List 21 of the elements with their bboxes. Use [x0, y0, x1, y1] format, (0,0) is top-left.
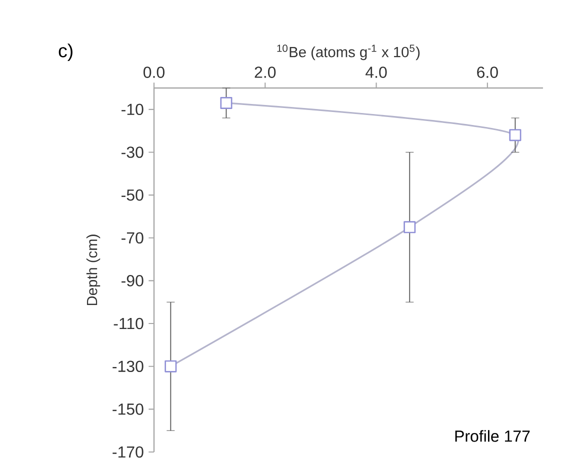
text: c) [58, 44, 72, 62]
y-tick-label: -90 [122, 275, 144, 286]
x-tick-label: 0.0 [144, 66, 165, 78]
y-tick-label: -50 [122, 189, 144, 201]
y-tick-label: -30 [122, 146, 144, 158]
x-tick-label: 6.0 [477, 66, 498, 78]
point [164, 360, 177, 372]
y-tick-label: -170 [112, 446, 144, 458]
point [509, 129, 522, 142]
x-axis-title: $^{10}$Be (atoms g$^{-1}$ x 10$^{5}$) [277, 44, 420, 60]
x-tick-label: 2.0 [254, 66, 276, 78]
point [220, 96, 232, 109]
y-tick-label: -150 [112, 404, 144, 415]
y-tick-label: -110 [114, 318, 144, 330]
y-axis-title: Depth (cm) [86, 234, 100, 306]
y-tick-label: -10 [122, 104, 144, 116]
annotation: Profile 177 [455, 430, 530, 442]
y-tick-label: -70 [122, 232, 144, 244]
point [404, 221, 416, 234]
x-tick-label: 4.0 [366, 66, 387, 78]
y-tick-label: -130 [112, 360, 144, 372]
